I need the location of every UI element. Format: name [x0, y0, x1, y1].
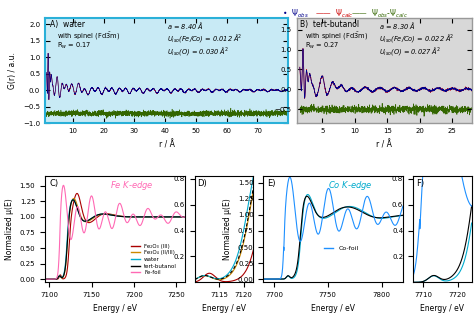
Text: B)  tert-butanol: B) tert-butanol [300, 20, 359, 29]
Legend: Co-foil: Co-foil [321, 243, 361, 254]
X-axis label: Energy / eV: Energy / eV [93, 304, 137, 313]
Text: ——  $\mathit{\Psi}_{calc}$: —— $\mathit{\Psi}_{calc}$ [315, 7, 354, 20]
X-axis label: Energy / eV: Energy / eV [311, 304, 355, 313]
Text: $U_{iso}$(O) = 0.027 Å$^2$: $U_{iso}$(O) = 0.027 Å$^2$ [379, 45, 441, 57]
X-axis label: Energy / eV: Energy / eV [420, 304, 465, 313]
Text: Co $K$-edge: Co $K$-edge [328, 179, 372, 191]
Text: with spinel (Fd$\bar{3}$m): with spinel (Fd$\bar{3}$m) [57, 30, 120, 41]
Text: A)  water: A) water [50, 20, 85, 29]
Text: E): E) [267, 179, 276, 188]
Y-axis label: Normalized μ(E): Normalized μ(E) [223, 198, 232, 260]
X-axis label: Energy / eV: Energy / eV [202, 304, 246, 313]
Text: Fe $K$-edge: Fe $K$-edge [110, 179, 154, 191]
Text: $a$ = 8.30 Å: $a$ = 8.30 Å [379, 20, 416, 31]
Y-axis label: Normalized μ(E): Normalized μ(E) [5, 198, 14, 260]
X-axis label: r / Å: r / Å [376, 140, 392, 149]
Text: C): C) [49, 179, 58, 188]
Text: $U_{iso}$(O) = 0.030 Å$^2$: $U_{iso}$(O) = 0.030 Å$^2$ [166, 45, 228, 57]
Text: $U_{iso}$(Fe/Co) = 0.022 Å$^2$: $U_{iso}$(Fe/Co) = 0.022 Å$^2$ [379, 32, 455, 44]
Text: with spinel (Fd$\bar{3}$m): with spinel (Fd$\bar{3}$m) [305, 30, 368, 41]
Text: R$_w$ = 0.17: R$_w$ = 0.17 [57, 41, 92, 51]
Legend: Fe₂O₃ (III), Fe₃O₄ (II/III), water, tert-butanol, Fe-foil: Fe₂O₃ (III), Fe₃O₄ (II/III), water, tert… [129, 241, 179, 278]
X-axis label: r / Å: r / Å [159, 140, 174, 149]
Text: $a$ = 8.40 Å: $a$ = 8.40 Å [166, 20, 203, 31]
Text: •  $\mathit{\Psi}_{obs}$: • $\mathit{\Psi}_{obs}$ [282, 7, 309, 20]
Text: ——  $\mathit{\Psi}_{obs}$-$\mathit{\Psi}_{calc}$: —— $\mathit{\Psi}_{obs}$-$\mathit{\Psi}_… [351, 7, 408, 20]
Y-axis label: G(r) / a.u.: G(r) / a.u. [9, 52, 18, 89]
Text: F): F) [416, 179, 424, 188]
Text: R$_w$ = 0.27: R$_w$ = 0.27 [305, 41, 339, 51]
Text: $U_{iso}$(Fe/Co) = 0.012 Å$^2$: $U_{iso}$(Fe/Co) = 0.012 Å$^2$ [166, 32, 242, 44]
Text: D): D) [198, 179, 207, 188]
